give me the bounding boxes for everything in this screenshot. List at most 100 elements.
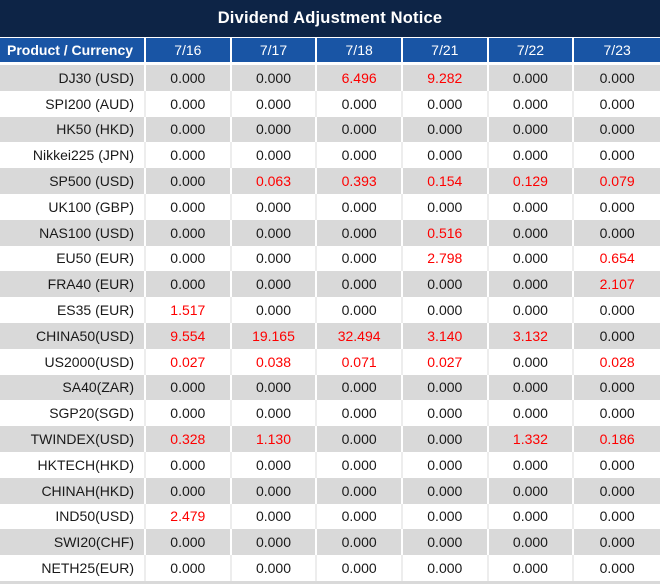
value-cell: 0.000 xyxy=(574,116,660,143)
value-cell: 0.000 xyxy=(231,477,318,504)
value-cell: 2.479 xyxy=(146,503,232,530)
value-cell: 1.517 xyxy=(146,297,232,323)
product-cell: UK100 (GBP) xyxy=(0,193,146,220)
value-cell: 0.328 xyxy=(146,426,232,452)
page-title: Dividend Adjustment Notice xyxy=(217,9,443,27)
value-cell: 0.000 xyxy=(574,90,660,117)
value-cell: 0.000 xyxy=(488,555,575,581)
value-cell: 0.000 xyxy=(146,193,232,220)
value-cell: 0.000 xyxy=(574,322,660,349)
product-cell: CHINAH(HKD) xyxy=(0,477,146,504)
value-cell: 0.000 xyxy=(402,477,489,504)
value-cell: 0.000 xyxy=(488,477,575,504)
value-cell: 0.000 xyxy=(574,555,660,581)
value-cell: 0.000 xyxy=(488,116,575,143)
value-cell: 0.000 xyxy=(574,219,660,246)
value-cell: 0.000 xyxy=(317,426,403,452)
value-cell: 0.000 xyxy=(317,555,403,581)
value-cell: 0.000 xyxy=(488,245,575,272)
value-cell: 0.000 xyxy=(402,503,489,530)
value-cell: 0.000 xyxy=(146,374,232,401)
product-cell: TWINDEX(USD) xyxy=(0,426,146,452)
value-cell: 3.140 xyxy=(402,322,489,349)
value-cell: 6.496 xyxy=(317,65,403,91)
value-cell: 0.000 xyxy=(574,297,660,323)
value-cell: 0.654 xyxy=(574,245,660,272)
product-cell: SA40(ZAR) xyxy=(0,374,146,401)
table-row: SWI20(CHF) 0.000 0.000 0.000 0.000 0.000 0.000 xyxy=(0,529,660,556)
value-cell: 0.000 xyxy=(402,529,489,556)
value-cell: 0.000 xyxy=(317,297,403,323)
dividend-table: Product / Currency 7/16 7/17 7/18 7/21 7… xyxy=(0,38,660,581)
value-cell: 0.000 xyxy=(146,529,232,556)
value-cell: 0.000 xyxy=(231,193,318,220)
value-cell: 0.000 xyxy=(146,271,232,298)
value-cell: 0.071 xyxy=(317,348,403,375)
value-cell: 0.063 xyxy=(231,168,318,194)
value-cell: 0.000 xyxy=(402,555,489,581)
product-cell: CHINA50(USD) xyxy=(0,322,146,349)
value-cell: 0.000 xyxy=(231,555,318,581)
value-cell: 0.000 xyxy=(231,271,318,298)
value-cell: 0.000 xyxy=(574,193,660,220)
table-row: HKTECH(HKD) 0.000 0.000 0.000 0.000 0.000 0.00… xyxy=(0,451,660,478)
product-cell: FRA40 (EUR) xyxy=(0,271,146,298)
table-row: DJ30 (USD) 0.000 0.000 6.496 9.282 0.000 0.000 xyxy=(0,65,660,91)
value-cell: 0.000 xyxy=(317,90,403,117)
product-cell: EU50 (EUR) xyxy=(0,245,146,272)
table-row: EU50 (EUR) 0.000 0.000 0.000 2.798 0.000 0.654 xyxy=(0,245,660,272)
value-cell: 0.000 xyxy=(488,451,575,478)
table-row: CHINA50(USD) 9.554 19.165 32.494 3.140 3.132 0… xyxy=(0,322,660,349)
value-cell: 0.000 xyxy=(574,529,660,556)
value-cell: 0.000 xyxy=(402,400,489,427)
product-cell: SGP20(SGD) xyxy=(0,400,146,427)
value-cell: 0.000 xyxy=(231,297,318,323)
value-cell: 0.000 xyxy=(488,142,575,169)
value-cell: 0.000 xyxy=(317,477,403,504)
column-header-date-3: 7/18 xyxy=(317,38,403,65)
value-cell: 0.000 xyxy=(146,219,232,246)
value-cell: 1.130 xyxy=(231,426,318,452)
value-cell: 1.332 xyxy=(488,426,575,452)
value-cell: 0.000 xyxy=(146,65,232,91)
table-header-row: Product / Currency 7/16 7/17 7/18 7/21 7… xyxy=(0,38,660,65)
column-header-date-2: 7/17 xyxy=(231,38,318,65)
value-cell: 0.000 xyxy=(488,271,575,298)
product-cell: DJ30 (USD) xyxy=(0,65,146,91)
value-cell: 0.000 xyxy=(488,193,575,220)
bottom-strip xyxy=(0,580,660,584)
value-cell: 0.000 xyxy=(402,142,489,169)
column-header-date-4: 7/21 xyxy=(402,38,489,65)
value-cell: 0.000 xyxy=(317,142,403,169)
column-header-date-5: 7/22 xyxy=(488,38,575,65)
value-cell: 0.000 xyxy=(402,193,489,220)
value-cell: 0.000 xyxy=(574,142,660,169)
value-cell: 0.000 xyxy=(402,451,489,478)
table-row: TWINDEX(USD) 0.328 1.130 0.000 0.000 1.332 0.1… xyxy=(0,426,660,452)
value-cell: 0.000 xyxy=(402,374,489,401)
product-cell: HKTECH(HKD) xyxy=(0,451,146,478)
value-cell: 0.000 xyxy=(231,451,318,478)
product-cell: NAS100 (USD) xyxy=(0,219,146,246)
value-cell: 0.000 xyxy=(488,65,575,91)
value-cell: 0.000 xyxy=(231,90,318,117)
product-cell: US2000(USD) xyxy=(0,348,146,375)
value-cell: 0.000 xyxy=(231,116,318,143)
column-header-product-currency: Product / Currency xyxy=(0,38,146,65)
value-cell: 0.000 xyxy=(488,348,575,375)
value-cell: 0.000 xyxy=(146,142,232,169)
table-row: US2000(USD) 0.027 0.038 0.071 0.027 0.000 0.02… xyxy=(0,348,660,375)
value-cell: 0.000 xyxy=(317,451,403,478)
value-cell: 0.000 xyxy=(488,219,575,246)
product-cell: Nikkei225 (JPN) xyxy=(0,142,146,169)
table-row: HK50 (HKD) 0.000 0.000 0.000 0.000 0.000 0.000 xyxy=(0,116,660,143)
value-cell: 0.000 xyxy=(146,555,232,581)
product-cell: ES35 (EUR) xyxy=(0,297,146,323)
value-cell: 0.000 xyxy=(231,65,318,91)
product-cell: IND50(USD) xyxy=(0,503,146,530)
value-cell: 0.000 xyxy=(402,297,489,323)
value-cell: 0.000 xyxy=(488,529,575,556)
table-row: UK100 (GBP) 0.000 0.000 0.000 0.000 0.000 0.00… xyxy=(0,193,660,220)
table-row: SP500 (USD) 0.000 0.063 0.393 0.154 0.129 0.07… xyxy=(0,168,660,194)
